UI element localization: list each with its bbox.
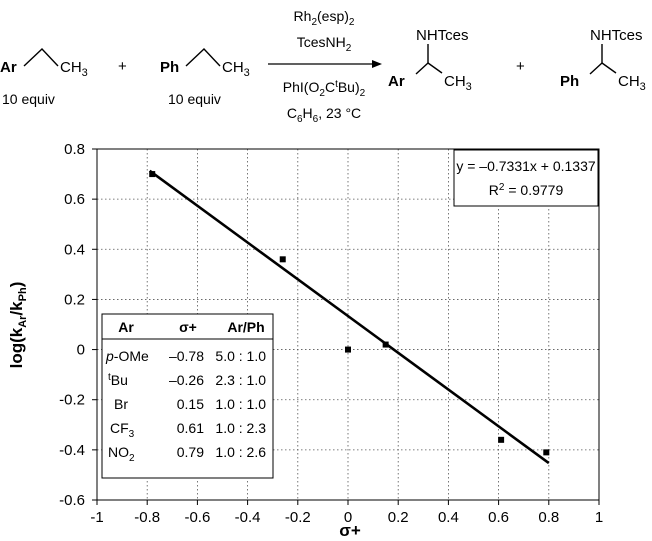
x-tick-label: -0.2	[285, 509, 311, 526]
table-row: CF3 0.61 1.0 : 2.3	[110, 420, 266, 440]
svg-text:0.15: 0.15	[177, 396, 204, 412]
product-aryl-amine: NHTces Ar CH3	[388, 27, 472, 93]
x-axis-title: σ+	[339, 521, 361, 540]
reactant1-aryl: Ar	[0, 59, 17, 76]
data-point	[498, 436, 505, 443]
hammett-plot: -1 -0.8 -0.6 -0.4 -0.2 0 0.2 0.4 0.6 0.8 1 -0.6-0.…	[7, 141, 603, 540]
x-tick-label: 0.6	[488, 509, 509, 526]
reactant2-equiv: 10 equiv	[168, 91, 221, 107]
svg-text:CH3: CH3	[222, 59, 250, 79]
svg-text:Br: Br	[114, 396, 128, 412]
data-points	[149, 171, 550, 456]
product2-aryl: Ph	[560, 73, 579, 90]
regression-equation-box: y = –0.7331x + 0.1337 R2 = 0.9779	[453, 149, 599, 207]
svg-text:0.79: 0.79	[177, 444, 204, 460]
svg-text:2.3 : 1.0: 2.3 : 1.0	[215, 372, 266, 388]
y-tick-label: -0.6	[59, 492, 85, 509]
table-row: NO2 0.79 1.0 : 2.6	[108, 444, 266, 464]
reactant-ethylarene: Ar CH3 10 equiv	[0, 48, 88, 107]
reactant1-ethyl-bond	[23, 48, 59, 67]
y-tick-label: 0.4	[64, 241, 85, 258]
table-header-sigma: σ+	[179, 319, 197, 335]
svg-text:5.0 : 1.0: 5.0 : 1.0	[215, 348, 266, 364]
y-axis-title: log(kAr/kPh)	[7, 282, 29, 369]
y-tick-label: -0.4	[59, 442, 85, 459]
svg-text:p-OMe: p-OMe	[105, 348, 149, 364]
reactant-ethylbenzene: Ph CH3 10 equiv	[160, 48, 250, 107]
svg-text:CH3: CH3	[618, 73, 646, 93]
data-point	[279, 256, 286, 263]
x-tick-label: 0	[344, 509, 352, 526]
svg-text:1.0 : 1.0: 1.0 : 1.0	[215, 396, 266, 412]
regression-line	[148, 169, 550, 465]
svg-text:1.0 : 2.3: 1.0 : 2.3	[215, 420, 266, 436]
product1-aryl: Ar	[388, 73, 405, 90]
y-tick-label: 0.8	[64, 141, 85, 158]
x-axis-ticks: -1 -0.8 -0.6 -0.4 -0.2 0 0.2 0.4 0.6 0.8 1	[90, 500, 603, 526]
reagent-oxidant: PhI(O2CtBu)2	[283, 79, 366, 99]
table-row: p-OMe –0.78 5.0 : 1.0	[105, 348, 266, 364]
plus-sign: +	[118, 58, 127, 75]
x-tick-label: 0.2	[388, 509, 409, 526]
reactant1-equiv: 10 equiv	[2, 91, 55, 107]
data-point	[543, 449, 550, 456]
reagent-nitrogen-source: TcesNH2	[297, 34, 352, 54]
regression-equation: y = –0.7331x + 0.1337	[456, 158, 596, 174]
y-tick-label: 0.6	[64, 191, 85, 208]
product2-amine: NHTces	[590, 27, 643, 44]
x-tick-label: 0.8	[538, 509, 559, 526]
svg-text:CH3: CH3	[444, 73, 472, 93]
plus-sign: +	[516, 58, 525, 75]
table-row: Br 0.15 1.0 : 1.0	[114, 396, 266, 412]
reagent-catalyst: Rh2(esp)2	[294, 8, 355, 28]
reactant2-ethyl-bond	[185, 48, 221, 67]
reaction-scheme: Ar CH3 10 equiv + Ph CH3 10 equiv Rh2(es…	[0, 8, 646, 125]
r-squared: R2 = 0.9779	[489, 182, 564, 198]
y-axis-ticks: -0.6 -0.4 -0.2 0 0.2 0.4 0.6 0.8	[59, 141, 97, 509]
data-point	[382, 341, 389, 348]
substituent-table: Ar σ+ Ar/Ph p-OMe –0.78 5.0 : 1.0 tBu –0…	[101, 313, 274, 479]
x-tick-label: 1	[595, 509, 603, 526]
data-point	[345, 346, 351, 353]
table-header-ratio: Ar/Ph	[227, 319, 264, 335]
table-header-ar: Ar	[118, 319, 134, 335]
reaction-solvent-temperature: C6H6, 23 °C	[287, 105, 361, 125]
svg-text:NO2: NO2	[108, 444, 135, 464]
x-tick-label: -0.6	[184, 509, 210, 526]
svg-text:0.61: 0.61	[177, 420, 204, 436]
y-tick-label: 0.2	[64, 291, 85, 308]
svg-text:–0.26: –0.26	[169, 372, 204, 388]
table-row: tBu –0.26 2.3 : 1.0	[108, 372, 266, 388]
data-point	[149, 171, 156, 178]
svg-text:1.0 : 2.6: 1.0 : 2.6	[215, 444, 266, 460]
x-tick-label: -0.4	[235, 509, 261, 526]
svg-text:CH3: CH3	[60, 59, 88, 79]
svg-text:tBu: tBu	[108, 372, 128, 388]
svg-text:–0.78: –0.78	[169, 348, 204, 364]
reactant2-aryl: Ph	[160, 59, 179, 76]
y-tick-label: -0.2	[59, 392, 85, 409]
x-tick-label: 0.4	[438, 509, 459, 526]
product-phenyl-amine: NHTces Ph CH3	[560, 27, 646, 93]
x-tick-label: -1	[90, 509, 103, 526]
y-tick-label: 0	[77, 342, 85, 359]
product1-amine: NHTces	[416, 27, 469, 44]
reaction-arrow	[268, 60, 382, 68]
x-tick-label: -0.8	[134, 509, 160, 526]
svg-text:CF3: CF3	[110, 420, 135, 440]
